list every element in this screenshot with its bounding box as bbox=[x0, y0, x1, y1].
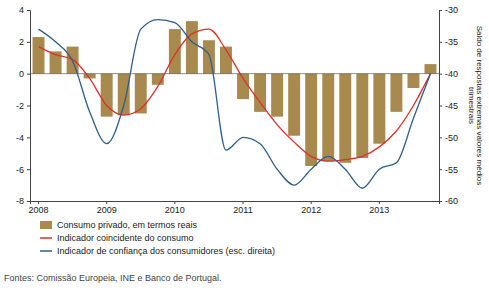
tick-mark bbox=[106, 201, 107, 204]
bar bbox=[203, 40, 215, 73]
tick-label: 2011 bbox=[233, 205, 252, 215]
tick-mark bbox=[174, 201, 175, 204]
tick-label: 2010 bbox=[165, 205, 185, 215]
tick-mark bbox=[27, 10, 30, 11]
tick-mark bbox=[27, 74, 30, 75]
bar bbox=[322, 74, 334, 162]
bar bbox=[33, 37, 45, 74]
legend-swatch bbox=[40, 221, 52, 229]
tick-label: -50 bbox=[445, 133, 458, 143]
axis-line bbox=[31, 202, 440, 205]
tick: 0 bbox=[19, 69, 30, 79]
tick-label: 4 bbox=[19, 5, 24, 15]
tick-label: -4 bbox=[16, 133, 24, 143]
tick-label: -40 bbox=[445, 69, 458, 79]
tick: -45 bbox=[439, 101, 458, 111]
tick-mark bbox=[27, 169, 30, 170]
bar bbox=[305, 74, 317, 166]
tick-mark bbox=[439, 106, 442, 107]
tick-mark bbox=[439, 137, 442, 138]
bar bbox=[254, 74, 266, 112]
bar bbox=[407, 74, 419, 88]
axis-line bbox=[27, 11, 31, 202]
legend-swatch bbox=[40, 250, 52, 252]
bar bbox=[271, 74, 283, 117]
line bbox=[39, 20, 431, 189]
tick: -4 bbox=[16, 133, 30, 143]
tick-mark bbox=[311, 201, 312, 204]
tick-label: -30 bbox=[445, 5, 458, 15]
tick: -35 bbox=[439, 37, 458, 47]
legend-label: Consumo privado, em termos reais bbox=[57, 220, 198, 230]
line bbox=[39, 29, 431, 161]
tick-label: 2012 bbox=[301, 205, 321, 215]
tick-label: -35 bbox=[445, 37, 458, 47]
chart: -8 -6 -4 -2 0 2 4 -60 -55 -50 -45 -40 -35 -30 2008 2009… bbox=[0, 0, 489, 291]
tick-label: 2009 bbox=[97, 205, 117, 215]
bar bbox=[118, 74, 130, 115]
zero-line bbox=[30, 73, 439, 74]
bar bbox=[186, 21, 198, 74]
bar bbox=[339, 74, 351, 163]
tick: 2012 bbox=[301, 201, 321, 215]
bar bbox=[135, 74, 147, 114]
tick: -30 bbox=[439, 5, 458, 15]
tick-label: -2 bbox=[16, 101, 24, 111]
tick-mark bbox=[38, 201, 39, 204]
tick: 2010 bbox=[165, 201, 185, 215]
tick-mark bbox=[439, 74, 442, 75]
y2-title-line: trimestrais bbox=[467, 87, 476, 124]
tick: -50 bbox=[439, 133, 458, 143]
tick-label: -55 bbox=[445, 165, 458, 175]
tick: 4 bbox=[19, 5, 30, 15]
tick-mark bbox=[27, 42, 30, 43]
bar bbox=[390, 74, 402, 112]
tick-mark bbox=[439, 169, 442, 170]
tick: 2 bbox=[19, 37, 30, 47]
tick-mark bbox=[243, 201, 244, 204]
bar bbox=[169, 29, 181, 74]
y-axis: -8 -6 -4 -2 0 2 4 bbox=[16, 5, 31, 206]
tick-mark bbox=[27, 201, 30, 202]
bar bbox=[288, 74, 300, 136]
legend-label: Indicador de confiança dos consumidores … bbox=[57, 246, 275, 256]
tick-label: 2013 bbox=[369, 205, 389, 215]
y2-axis: -60 -55 -50 -45 -40 -35 -30 bbox=[439, 5, 458, 206]
legend-label: Indicador coincidente do consumo bbox=[57, 233, 194, 243]
plot-area bbox=[33, 20, 437, 189]
tick-label: -8 bbox=[16, 196, 24, 206]
tick: -6 bbox=[16, 165, 30, 175]
tick-label: 2 bbox=[19, 37, 24, 47]
tick: 2011 bbox=[233, 201, 252, 215]
x-axis: 2008 2009 2010 2011 2012 2013 bbox=[29, 201, 440, 215]
tick: -60 bbox=[439, 196, 458, 206]
tick-label: 2008 bbox=[29, 205, 49, 215]
tick: 2009 bbox=[97, 201, 117, 215]
tick: -40 bbox=[439, 69, 458, 79]
tick-mark bbox=[439, 42, 442, 43]
tick: 2008 bbox=[29, 201, 49, 215]
tick-label: -6 bbox=[16, 165, 24, 175]
y2-title-line: Saldo de respostas extremas valores médi… bbox=[475, 26, 484, 186]
legend-swatch bbox=[40, 237, 52, 239]
tick-label: -45 bbox=[445, 101, 458, 111]
tick: 2013 bbox=[369, 201, 389, 215]
y2-title: Saldo de respostas extremas valores médi… bbox=[467, 26, 485, 186]
tick-mark bbox=[379, 201, 380, 204]
tick-mark bbox=[27, 137, 30, 138]
legend: Consumo privado, em termos reais Indicado… bbox=[40, 220, 275, 256]
tick: -2 bbox=[16, 101, 30, 111]
tick-label: -60 bbox=[445, 196, 458, 206]
bar bbox=[373, 74, 385, 144]
tick-label: 0 bbox=[19, 69, 24, 79]
tick-mark bbox=[27, 106, 30, 107]
source: Fontes: Comissão Europeia, INE e Banco d… bbox=[4, 273, 222, 283]
tick: -55 bbox=[439, 165, 458, 175]
bar bbox=[425, 64, 437, 74]
bar bbox=[356, 74, 368, 158]
axis-line bbox=[440, 11, 443, 202]
tick-mark bbox=[439, 10, 442, 11]
